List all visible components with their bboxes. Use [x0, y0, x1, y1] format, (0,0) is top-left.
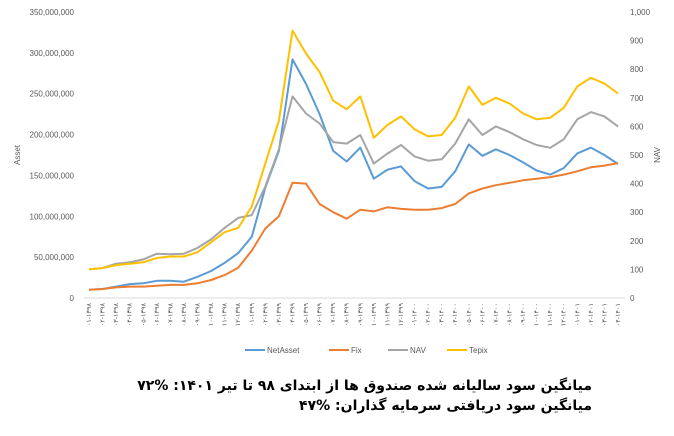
x-axis-tick: ۰۳-۱۴۰۰ [438, 303, 446, 326]
right-axis-title: NAV [653, 146, 662, 163]
x-axis-tick: ۰۸-۱۳۹۹ [343, 302, 351, 326]
left-axis-tick: 50,000,000 [34, 253, 75, 262]
series-line-fix [88, 162, 619, 291]
x-axis-tick: ۰۲-۱۴۰۰ [424, 303, 432, 326]
x-axis-tick: ۰۴-۱۳۹۸ [126, 302, 134, 326]
left-axis-title: Asset [13, 144, 22, 165]
summary-caption: میانگین سود سالیانه شده صندوق ها از ابتد… [137, 376, 592, 416]
x-axis-tick: ۰۷-۱۳۹۸ [166, 302, 174, 326]
right-axis-tick: 0 [630, 294, 635, 303]
x-axis-tick: ۰۱-۱۳۹۸ [85, 302, 93, 326]
investor-return-text: میانگین سود دریافتی سرمایه گذاران: %۴۷ [299, 398, 592, 414]
x-axis-tick: ۰۴-۱۴۰۰ [451, 303, 459, 326]
x-axis-tick: ۰۸-۱۴۰۰ [505, 303, 513, 326]
x-axis-tick: ۰۲-۱۳۹۹ [261, 302, 269, 326]
x-axis-tick: ۰۷-۱۳۹۹ [329, 302, 337, 326]
legend-label: Fix [351, 346, 362, 355]
right-axis-tick: 500 [630, 151, 644, 160]
right-axis-tick: 900 [630, 37, 644, 46]
x-axis-tick: ۰۵-۱۴۰۰ [465, 303, 473, 326]
right-axis-tick: 300 [630, 208, 644, 217]
right-axis-tick: 200 [630, 237, 644, 246]
legend-label: Tepix [469, 346, 488, 355]
x-axis-tick: ۱۰-۱۳۹۸ [207, 302, 215, 326]
x-axis-tick: ۰۴-۱۴۰۱ [614, 303, 622, 326]
x-axis-tick: ۰۱-۱۴۰۱ [573, 303, 581, 326]
left-axis-tick: 150,000,000 [30, 171, 75, 180]
x-axis-tick: ۱۱-۱۳۹۹ [383, 302, 391, 326]
x-axis-tick: ۰۶-۱۴۰۰ [478, 303, 486, 326]
legend-label: NetAsset [267, 346, 300, 355]
line-chart: Asset NAV 0 50,000,000 100,000,000 150,000,… [13, 8, 662, 355]
legend-item-tepix: Tepix [447, 346, 488, 355]
right-axis-tick: 400 [630, 180, 644, 189]
x-axis-tick: ۰۶-۱۳۹۹ [316, 302, 324, 326]
legend-item-nav: NAV [388, 346, 427, 355]
legend-item-netasset: NetAsset [245, 346, 300, 355]
x-axis-tick: ۰۲-۱۴۰۱ [587, 303, 595, 326]
right-axis-tick: 100 [630, 265, 644, 274]
x-axis-tick: ۰۳-۱۳۹۹ [275, 302, 283, 326]
x-axis-tick: ۰۷-۱۴۰۰ [492, 303, 500, 326]
right-axis-tick: 1,000 [630, 8, 651, 17]
x-axis-tick: ۰۹-۱۴۰۰ [519, 303, 527, 326]
left-axis-tick: 0 [70, 294, 75, 303]
x-axis-tick: ۱۱-۱۳۹۸ [221, 302, 229, 326]
x-axis-tick: ۰۶-۱۳۹۸ [153, 302, 161, 326]
x-axis-tick: ۱۲-۱۳۹۹ [397, 302, 405, 326]
x-axis-tick: ۰۹-۱۳۹۸ [194, 302, 202, 326]
x-axis-tick: ۰۵-۱۳۹۹ [302, 302, 310, 326]
x-axis-tick: ۱۰-۱۴۰۰ [533, 303, 541, 326]
x-axis-tick: ۰۱-۱۳۹۹ [248, 302, 256, 326]
x-axis-tick: ۱۲-۱۳۹۸ [234, 302, 242, 326]
x-axis-tick: ۰۹-۱۳۹۹ [356, 302, 364, 326]
legend-label: NAV [410, 346, 427, 355]
x-axis-tick: ۱۱-۱۴۰۰ [546, 303, 554, 326]
right-axis-tick: 700 [630, 94, 644, 103]
right-axis-tick: 800 [630, 65, 644, 74]
x-axis-tick: ۰۴-۱۳۹۹ [288, 302, 296, 326]
x-axis-tick: ۱۲-۱۴۰۰ [560, 303, 568, 326]
x-axis-tick: ۰۳-۱۳۹۸ [112, 302, 120, 326]
right-axis-tick: 600 [630, 122, 644, 131]
annualized-return-text: میانگین سود سالیانه شده صندوق ها از ابتد… [137, 378, 592, 394]
left-axis-tick: 100,000,000 [30, 212, 75, 221]
x-axis-tick: ۰۱-۱۴۰۰ [411, 303, 419, 326]
series-line-netasset [88, 58, 619, 291]
left-axis-tick: 250,000,000 [30, 90, 75, 99]
x-axis-tick: ۰۲-۱۳۹۸ [99, 302, 107, 326]
left-axis-tick: 350,000,000 [30, 8, 75, 17]
x-axis-tick: ۰۵-۱۳۹۸ [139, 302, 147, 326]
left-axis-tick: 200,000,000 [30, 131, 75, 140]
legend-item-fix: Fix [329, 346, 362, 355]
x-axis-tick: ۱۰-۱۳۹۹ [370, 302, 378, 326]
x-axis-tick: ۰۸-۱۳۹۸ [180, 302, 188, 326]
x-axis-tick: ۰۳-۱۴۰۱ [600, 303, 608, 326]
series-line-tepix [88, 29, 619, 271]
series-line-nav [88, 95, 619, 271]
left-axis-tick: 300,000,000 [30, 49, 75, 58]
